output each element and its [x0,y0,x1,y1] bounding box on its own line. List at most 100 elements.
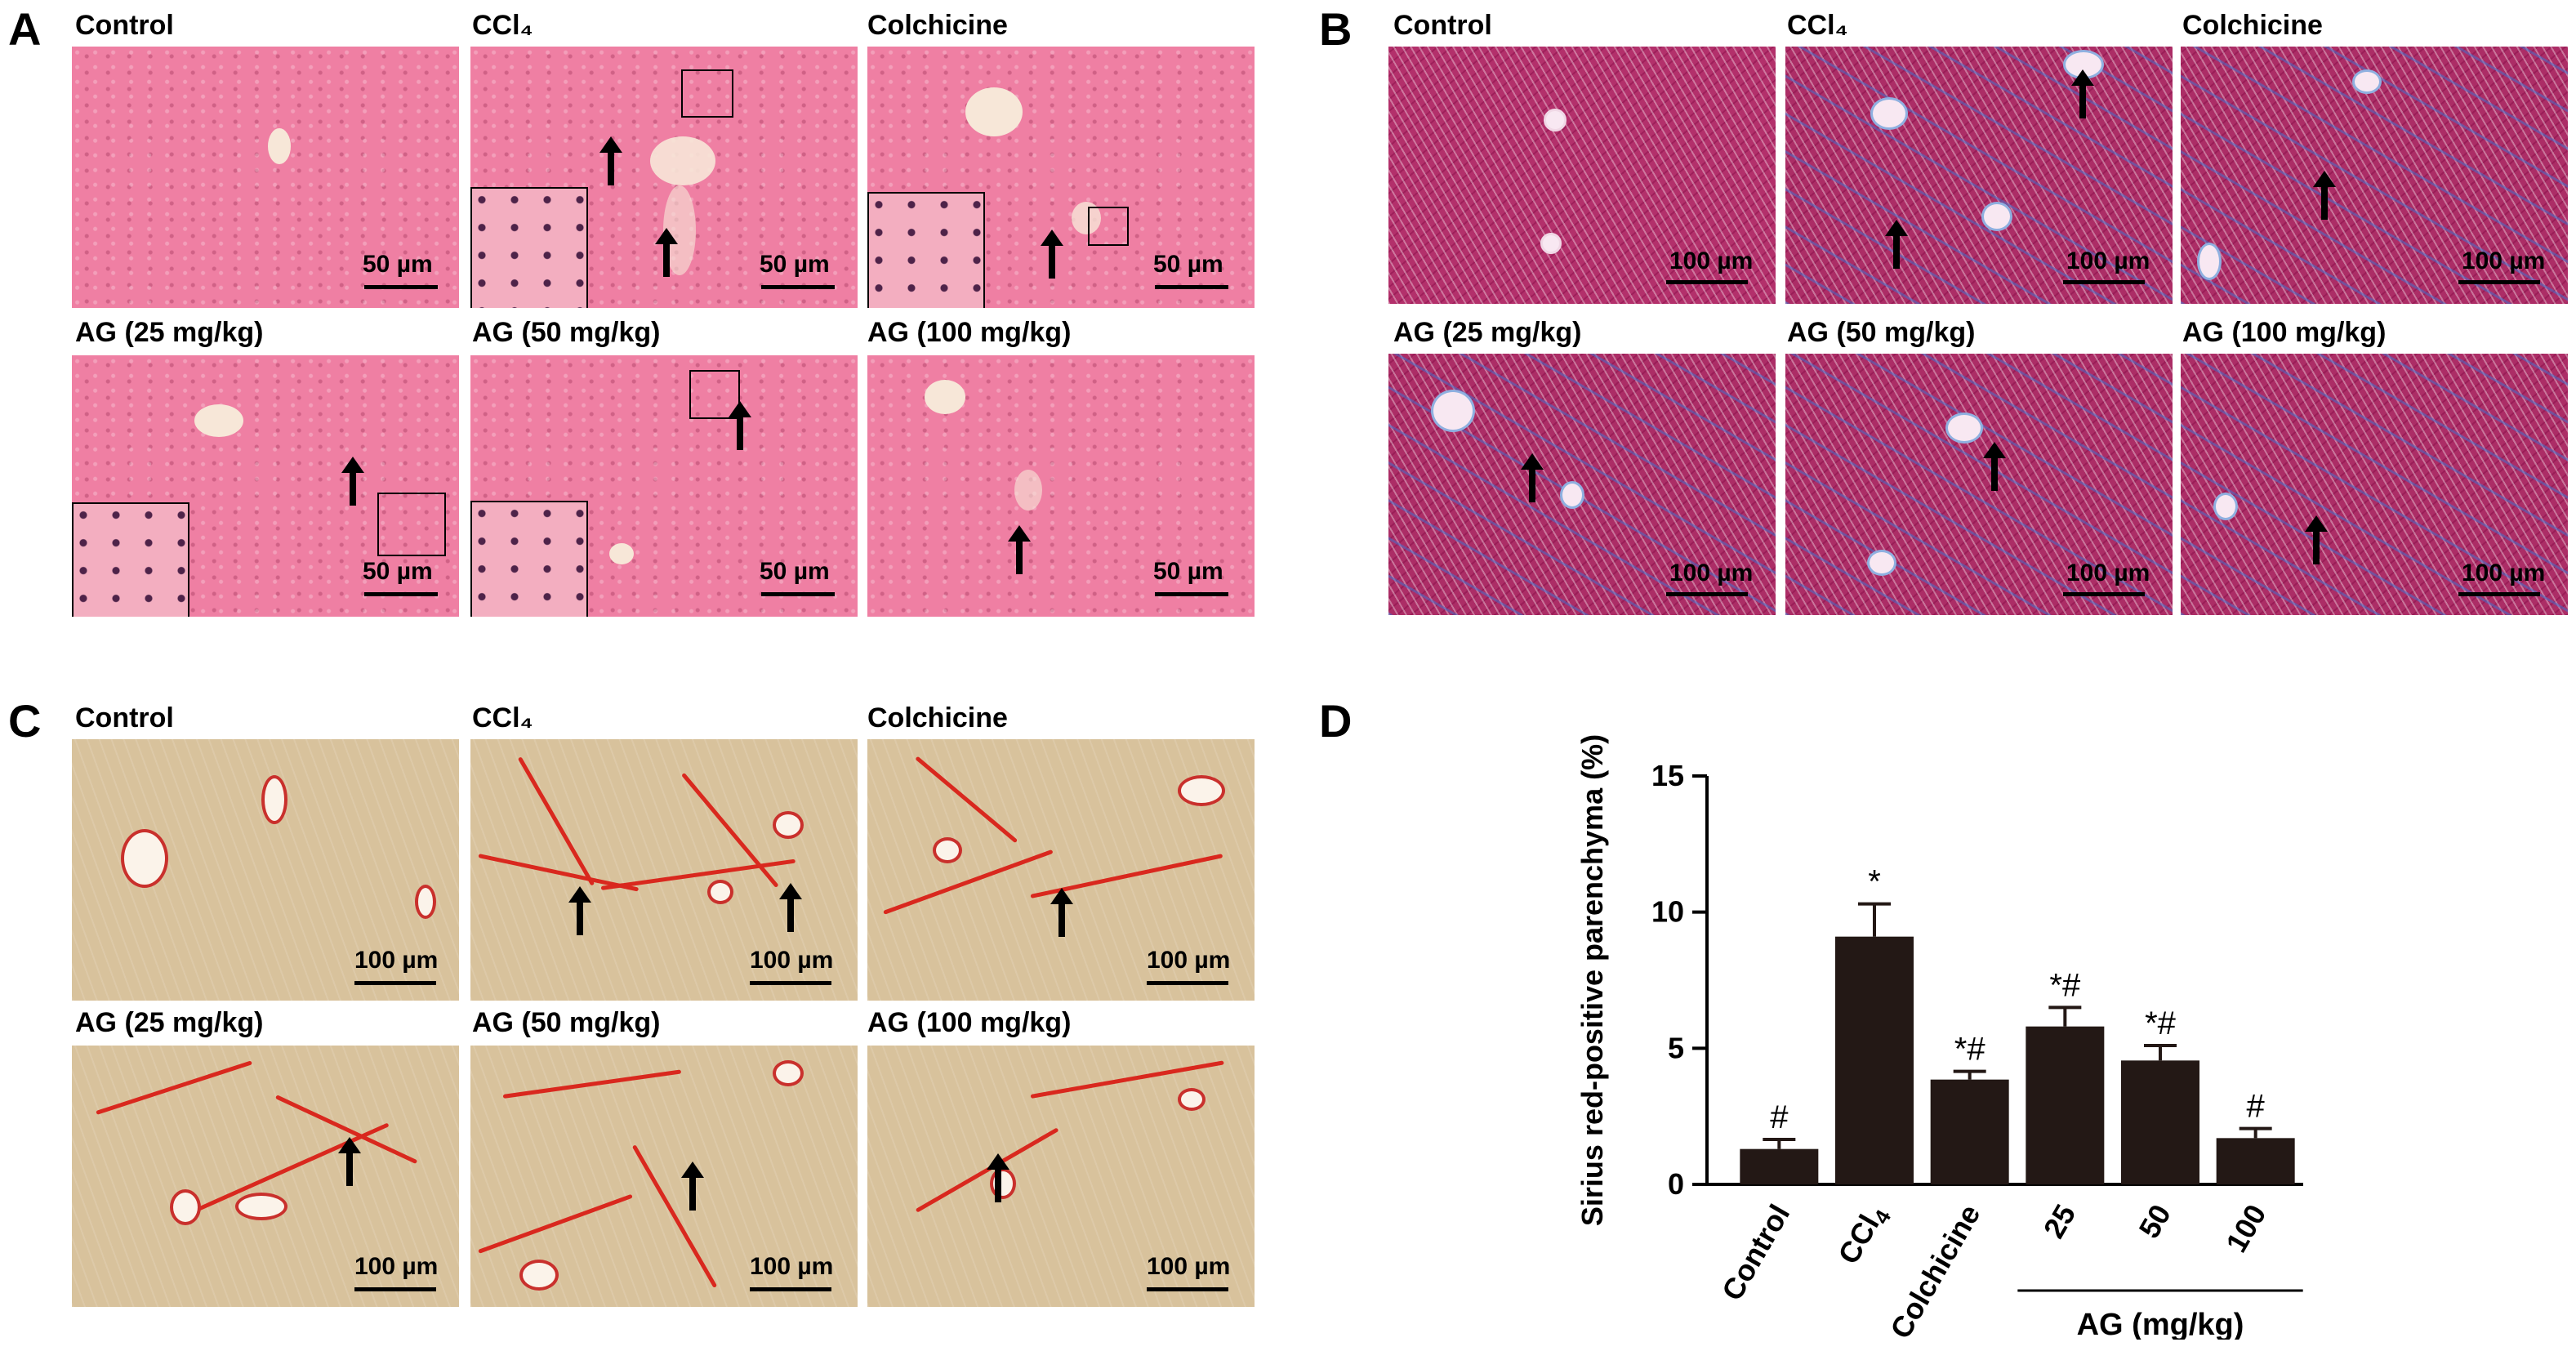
scale-label: 100 µm [1669,247,1754,274]
panel-c-letter: C [8,695,42,747]
scale-bar [364,592,438,596]
scale-bar [761,285,835,289]
arrow-icon [2071,69,2094,118]
significance-label: # [2247,1089,2266,1125]
panel-b-title-ag25: AG (25 mg/kg) [1393,317,1582,348]
sirius-micrograph-ag100: 100 µm [867,1046,1255,1307]
bar-4 [2121,1060,2199,1184]
x-tick-label: CCl4 [1831,1198,1896,1272]
scale-bar [1155,592,1228,596]
x-tick-label: Control [1715,1199,1796,1306]
magnified-inset [470,187,588,308]
magnified-inset [867,192,985,308]
panel-c-title-ag25: AG (25 mg/kg) [75,1007,264,1038]
scale-label: 50 µm [1153,251,1223,278]
panel-a-title-ag100: AG (100 mg/kg) [867,317,1072,348]
arrow-icon [1041,230,1063,279]
sirius-micrograph-ag25: 100 µm [72,1046,459,1307]
panel-b-title-ag50: AG (50 mg/kg) [1787,317,1976,348]
panel-a-title-ag25: AG (25 mg/kg) [75,317,264,348]
x-tick-label: Colchicine [1883,1199,1987,1340]
scale-label: 100 µm [750,1253,834,1280]
panel-c-title-ag100: AG (100 mg/kg) [867,1007,1072,1038]
significance-label: # [1770,1099,1789,1135]
panel-b-letter: B [1319,3,1353,55]
zoom-region-box [377,493,446,556]
panel-c-title-colchicine: Colchicine [867,702,1008,734]
masson-micrograph-ag50: 100 µm [1785,354,2173,615]
significance-label: *# [2145,1006,2177,1041]
bar-5 [2216,1138,2295,1184]
y-axis-title: Sirius red-positive parenchyma (%) [1575,734,1609,1226]
bar-3 [2026,1026,2105,1184]
he-micrograph-ccl4: 50 µm [470,47,858,308]
sirius-micrograph-ccl4: 100 µm [470,739,858,1001]
scale-bar [761,592,835,596]
arrow-icon [1008,525,1031,574]
y-tick-label: 5 [1668,1031,1684,1064]
arrow-icon [1050,888,1073,937]
x-tick-label: 50 [2132,1199,2177,1244]
bar-1 [1835,936,1914,1184]
arrow-icon [681,1162,704,1211]
arrow-icon [779,883,802,932]
arrow-icon [1885,220,1908,269]
panel-b-title-control: Control [1393,10,1492,41]
arrow-icon [987,1153,1009,1202]
scale-label: 50 µm [760,558,830,585]
arrow-icon [2305,515,2328,564]
sirius-micrograph-colchicine: 100 µm [867,739,1255,1001]
scale-label: 100 µm [2462,560,2546,586]
sirius-bar-chart: 0 5 10 15 Sirius red-positive parenchyma (%)… [1575,734,2303,1340]
scale-label: 100 µm [1147,1253,1231,1280]
y-tick-label: 15 [1651,759,1684,792]
zoom-region-box [681,69,733,118]
scale-label: 100 µm [1669,560,1754,586]
scale-label: 100 µm [750,947,834,974]
scale-label: 100 µm [354,1253,439,1280]
panel-d-letter: D [1319,695,1353,747]
sirius-micrograph-ag50: 100 µm [470,1046,858,1307]
scale-bar [1666,280,1748,284]
panel-c-title-control: Control [75,702,174,734]
sirius-micrograph-control: 100 µm [72,739,459,1001]
scale-label: 50 µm [363,558,433,585]
scale-label: 100 µm [2066,560,2150,586]
scale-label: 50 µm [760,251,830,278]
panel-a-title-ccl4: CCl₄ [472,10,533,41]
bar-0 [1740,1148,1819,1184]
scale-bar [750,981,831,985]
scale-bar [1147,981,1228,985]
scale-bar [1666,592,1748,596]
masson-micrograph-control: 100 µm [1388,47,1776,304]
panel-b-title-ccl4: CCl₄ [1787,10,1848,41]
scale-label: 100 µm [2066,247,2150,274]
scale-bar [2063,280,2145,284]
masson-micrograph-colchicine: 100 µm [2181,47,2568,304]
scale-bar [750,1287,831,1291]
masson-micrograph-ag100: 100 µm [2181,354,2568,615]
arrow-icon [338,1137,361,1186]
panel-a-title-control: Control [75,10,174,41]
scale-label: 50 µm [363,251,433,278]
arrow-icon [568,886,591,935]
significance-label: *# [2049,967,2081,1003]
zoom-region-box [1088,207,1129,246]
significance-label: * [1868,864,1881,900]
arrow-icon [341,457,364,506]
scale-bar [2063,592,2145,596]
panel-b-title-ag100: AG (100 mg/kg) [2182,317,2387,348]
magnified-inset [470,501,588,617]
scale-bar [354,1287,436,1291]
y-tick-label: 0 [1668,1167,1684,1201]
scale-bar [2458,592,2540,596]
panel-c-title-ag50: AG (50 mg/kg) [472,1007,661,1038]
arrow-icon [729,401,751,450]
zoom-region-box [689,370,740,419]
arrow-icon [1983,442,2006,491]
scale-label: 100 µm [354,947,439,974]
significance-label: *# [1954,1032,1986,1068]
arrow-icon [1521,453,1544,502]
x-tick-label: 25 [2037,1199,2083,1244]
panel-c-title-ccl4: CCl₄ [472,702,533,734]
